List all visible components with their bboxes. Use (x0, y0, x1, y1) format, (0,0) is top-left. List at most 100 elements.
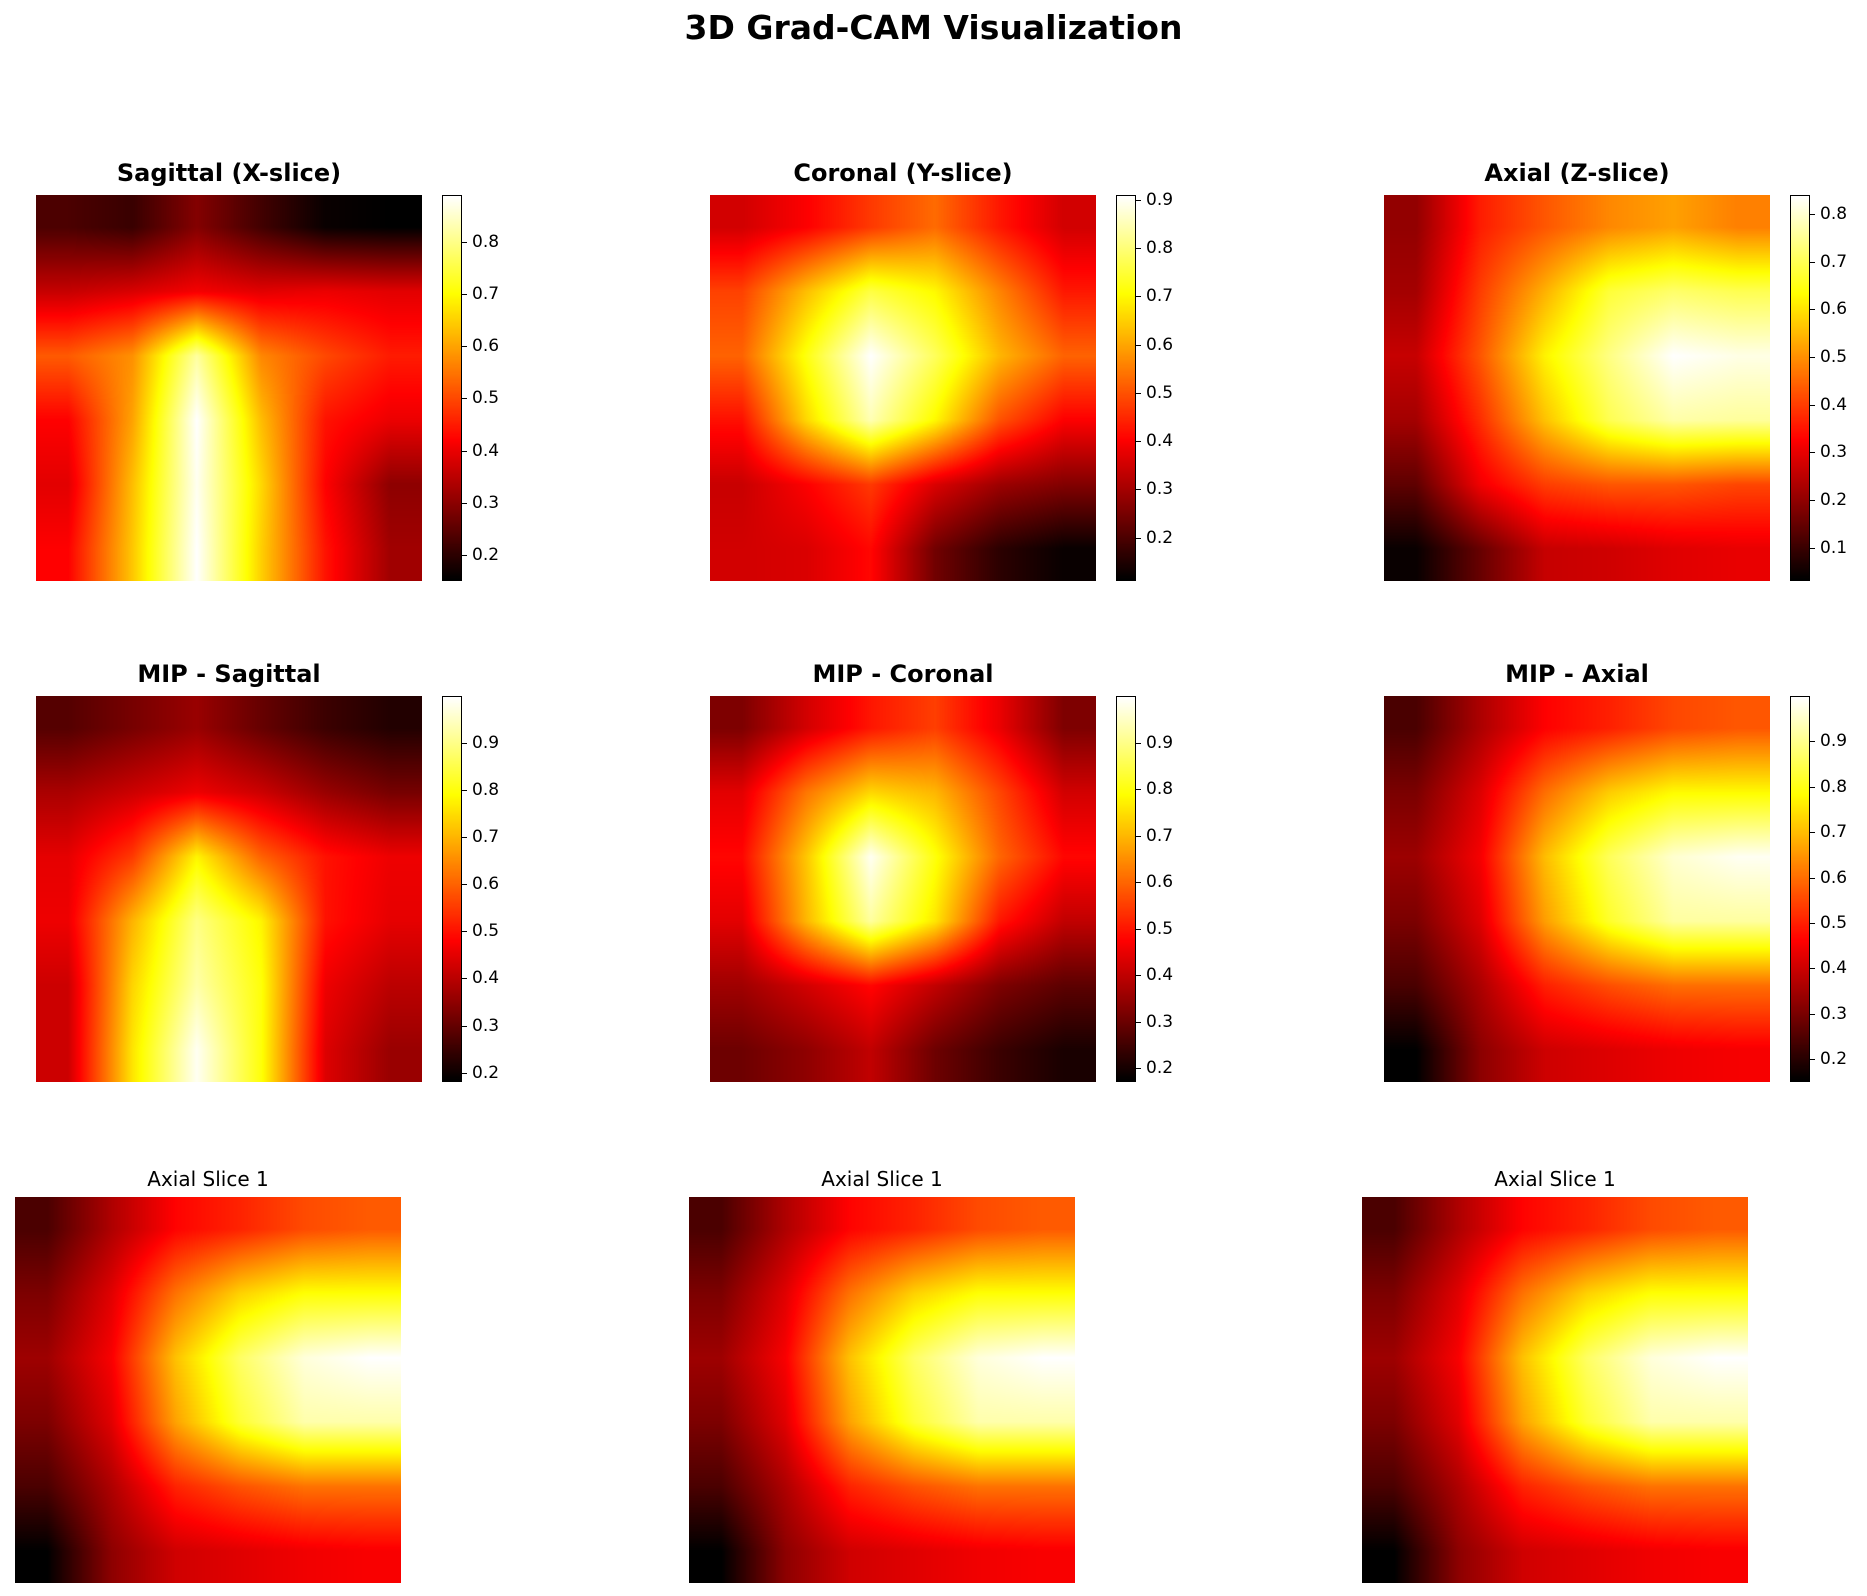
colorbar-tick-label: 0.8 (1820, 776, 1848, 797)
colorbar-tick-label: 0.9 (1146, 732, 1174, 753)
colorbar-tick-label: 0.9 (1820, 731, 1848, 752)
colorbar-tick-label: 0.8 (472, 780, 500, 801)
colorbar-tick (462, 884, 467, 886)
colorbar-tick-label: 0.8 (1820, 204, 1848, 225)
panel-title: Sagittal (X-slice) (116, 159, 342, 187)
colorbar-tick (1810, 832, 1815, 834)
colorbar-tick (1136, 789, 1141, 790)
figure-title: 3D Grad-CAM Visualization (684, 8, 1183, 47)
colorbar-tick-label: 0.5 (1820, 347, 1848, 368)
colorbar-tick-label: 0.4 (472, 968, 500, 989)
heatmap-axial-slice-b (689, 1197, 1075, 1583)
heatmap-coronal (710, 195, 1096, 581)
colorbar-tick-label: 0.6 (1820, 867, 1848, 888)
colorbar-tick (1136, 835, 1141, 837)
colorbar-tick (1136, 975, 1141, 977)
heatmap-mip-coronal (710, 696, 1096, 1082)
colorbar-tick-label: 0.6 (1146, 872, 1174, 893)
colorbar-tick (462, 346, 467, 348)
colorbar-tick (1810, 214, 1815, 216)
colorbar-tick (462, 450, 467, 452)
colorbar-tick-label: 0.2 (1146, 527, 1174, 548)
colorbar-tick-label: 0.3 (472, 1015, 500, 1036)
colorbar-tick-label: 0.9 (472, 733, 500, 754)
colorbar-tick-label: 0.6 (1146, 334, 1174, 355)
colorbar-tick (1810, 741, 1815, 743)
colorbar-tick (462, 294, 467, 296)
colorbar-tick-label: 0.6 (472, 336, 500, 357)
colorbar-tick (1810, 1059, 1815, 1061)
colorbar-tick-label: 0.7 (1820, 251, 1848, 272)
colorbar-tick-label: 0.2 (1146, 1058, 1174, 1079)
colorbar-tick-label: 0.2 (1820, 489, 1848, 510)
colorbar-tick (1810, 547, 1815, 549)
colorbar-tick (1136, 248, 1141, 250)
colorbar-tick (1810, 499, 1815, 501)
colorbar-tick-label: 0.4 (1146, 965, 1174, 986)
colorbar-tick-label: 0.2 (472, 544, 500, 565)
colorbar-tick-label: 0.7 (1146, 825, 1174, 846)
colorbar-tick (1136, 1021, 1141, 1023)
colorbar-gradient (1790, 195, 1810, 581)
colorbar-tick (1136, 199, 1141, 201)
colorbar-tick (1810, 261, 1815, 263)
colorbar-tick (1136, 296, 1141, 298)
colorbar-tick-label: 0.3 (1146, 1011, 1174, 1032)
colorbar-tick-label: 0.8 (472, 231, 500, 252)
colorbar-tick-label: 0.1 (1820, 537, 1848, 558)
colorbar-tick (462, 1025, 467, 1027)
panel-title: MIP - Sagittal (137, 660, 321, 688)
colorbar-tick-label: 0.8 (1146, 779, 1174, 799)
colorbar-tick-label: 0.9 (1146, 189, 1174, 210)
colorbar-tick-label: 0.2 (472, 1062, 500, 1083)
colorbar-tick-label: 0.5 (1820, 913, 1848, 934)
colorbar-tick (1136, 928, 1141, 930)
colorbar-gradient (1790, 696, 1810, 1082)
panel-title: Coronal (Y-slice) (793, 159, 1013, 187)
colorbar-tick (1136, 742, 1141, 744)
colorbar-tick (462, 398, 467, 400)
colorbar-tick (1810, 357, 1815, 359)
colorbar-tick-label: 0.5 (1146, 918, 1174, 939)
colorbar-tick (462, 931, 467, 933)
colorbar-tick-label: 0.3 (1820, 1003, 1848, 1024)
colorbar-tick-label: 0.6 (472, 874, 500, 895)
colorbar-tick-label: 0.5 (472, 388, 500, 409)
colorbar-tick-label: 0.7 (472, 284, 500, 305)
colorbar-tick-label: 0.8 (1146, 238, 1174, 259)
heatmap-mip-axial (1384, 696, 1770, 1082)
colorbar-tick-label: 0.7 (1820, 822, 1848, 843)
colorbar-tick (462, 837, 467, 839)
colorbar-tick-label: 0.7 (472, 827, 500, 848)
colorbar-tick (1810, 877, 1815, 879)
colorbar-tick (1810, 404, 1815, 406)
panel-title: Axial Slice 1 (1494, 1167, 1616, 1191)
colorbar-tick (1810, 923, 1815, 925)
colorbar-tick (1810, 309, 1815, 311)
heatmap-axial (1384, 195, 1770, 581)
heatmap-axial-slice-a (15, 1197, 401, 1583)
colorbar-tick-label: 0.3 (1820, 442, 1848, 463)
heatmap-axial-slice-c (1362, 1197, 1748, 1583)
colorbar-tick-label: 0.4 (1146, 431, 1174, 452)
colorbar-gradient (1116, 195, 1136, 581)
colorbar-gradient (442, 195, 462, 581)
colorbar-tick (1136, 344, 1141, 346)
colorbar-tick (462, 978, 467, 980)
colorbar-gradient (1116, 696, 1136, 1082)
colorbar-tick-label: 0.5 (472, 921, 500, 942)
panel-title: Axial Slice 1 (147, 1167, 269, 1191)
colorbar-tick-label: 0.4 (1820, 394, 1848, 415)
colorbar-tick-label: 0.2 (1820, 1049, 1848, 1070)
colorbar-tick (462, 790, 467, 792)
colorbar-tick-label: 0.5 (1146, 382, 1174, 403)
colorbar-tick (462, 1072, 467, 1074)
colorbar-tick (1810, 1013, 1815, 1015)
heatmap-mip-sagittal (36, 696, 422, 1082)
heatmap-sagittal (36, 195, 422, 581)
colorbar-tick-label: 0.6 (1820, 299, 1848, 320)
colorbar-tick (1136, 489, 1141, 491)
colorbar-tick (1810, 452, 1815, 454)
colorbar-tick (462, 743, 467, 745)
colorbar-tick-label: 0.3 (1146, 479, 1174, 500)
